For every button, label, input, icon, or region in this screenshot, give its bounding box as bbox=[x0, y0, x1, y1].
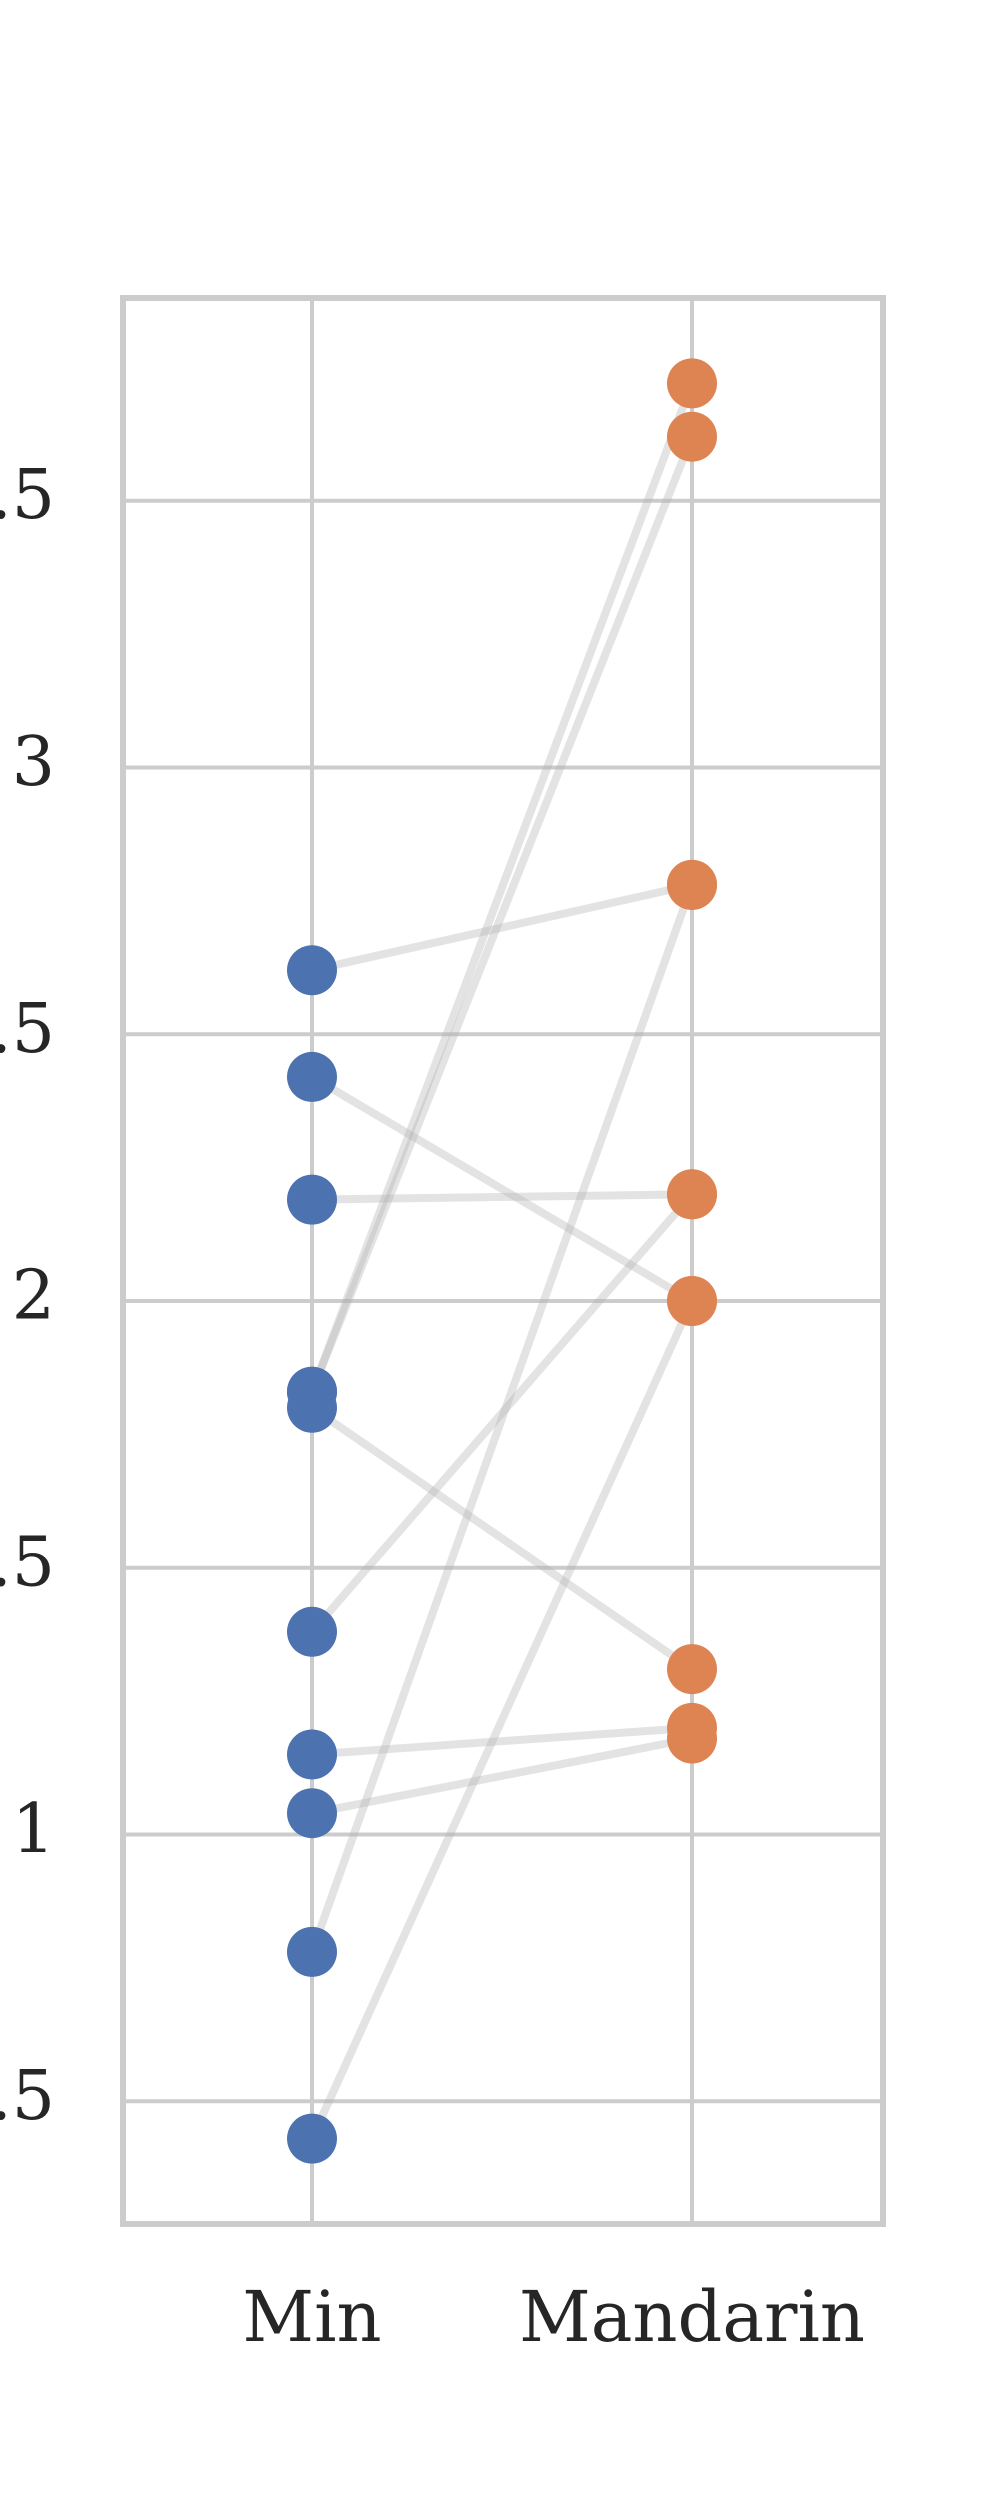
dot bbox=[667, 1713, 717, 1764]
dot bbox=[287, 1606, 337, 1657]
connector bbox=[309, 1073, 695, 1305]
connector bbox=[311, 1734, 693, 1818]
dot bbox=[287, 1051, 337, 1102]
connector bbox=[309, 1404, 695, 1673]
connector bbox=[308, 1191, 696, 1635]
dot bbox=[667, 1644, 717, 1695]
connector bbox=[308, 381, 696, 1394]
connector bbox=[311, 1190, 693, 1204]
connector bbox=[308, 1299, 696, 2141]
dot bbox=[667, 859, 717, 910]
dot bbox=[287, 1729, 337, 1780]
y-tick-label: 3.5 bbox=[0, 456, 55, 535]
x-tick-label: Mandarin bbox=[519, 2276, 865, 2358]
connector bbox=[311, 1723, 693, 1759]
connector bbox=[308, 883, 696, 1954]
plot-frame bbox=[120, 295, 886, 2227]
dot bbox=[667, 358, 717, 409]
y-tick-label: 0.5 bbox=[0, 2057, 55, 2136]
y-tick-label: 3 bbox=[12, 723, 55, 802]
y-tick-label: 1 bbox=[12, 1790, 55, 1869]
connector bbox=[308, 435, 696, 1394]
y-tick-label: 2.5 bbox=[0, 990, 55, 1069]
dot bbox=[287, 1926, 337, 1977]
dot bbox=[667, 411, 717, 462]
dot bbox=[287, 945, 337, 996]
dot bbox=[287, 1174, 337, 1225]
y-tick-label: 1.5 bbox=[0, 1523, 55, 1602]
dot bbox=[287, 1788, 337, 1839]
connector bbox=[311, 880, 693, 975]
dot bbox=[287, 1382, 337, 1433]
x-tick-label: Min bbox=[242, 2276, 381, 2358]
dot bbox=[667, 1276, 717, 1327]
dot bbox=[667, 1169, 717, 1220]
y-tick-label: 2 bbox=[12, 1257, 55, 1336]
dot bbox=[287, 2113, 337, 2164]
